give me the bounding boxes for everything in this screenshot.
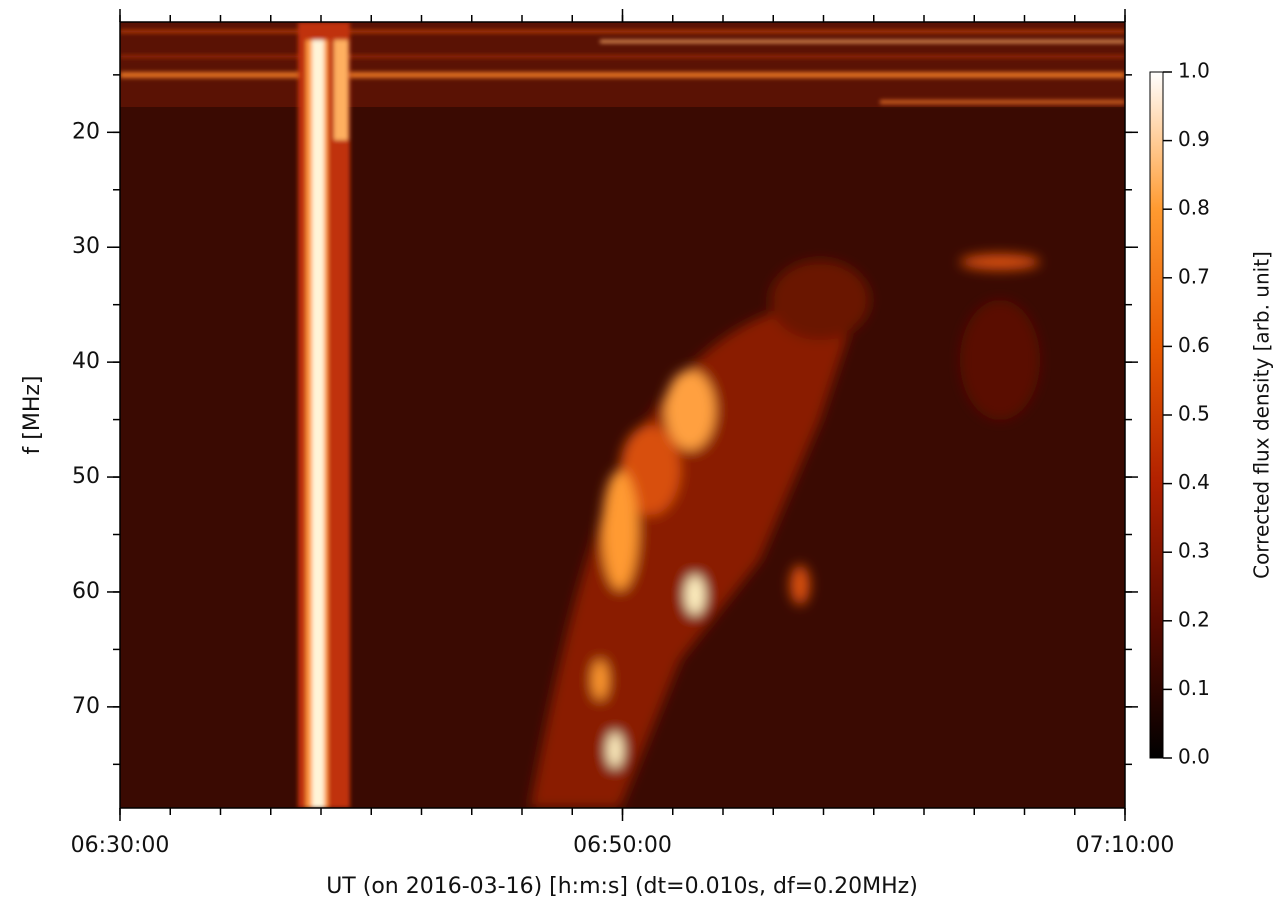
y-tick-label: 70 (72, 694, 100, 719)
y-tick-label: 30 (72, 234, 100, 259)
y-tick-label: 40 (72, 349, 100, 374)
colorbar-tick-label: 1.0 (1178, 59, 1210, 83)
x-tick-label: 06:30:00 (71, 833, 170, 858)
y-tick-label: 50 (72, 464, 100, 489)
spectrogram-image (120, 22, 1125, 808)
colorbar-tick-label: 0.0 (1178, 745, 1210, 769)
colorbar-tick-label: 0.1 (1178, 676, 1210, 700)
colorbar-tick-label: 0.9 (1178, 127, 1210, 151)
colorbar-tick-label: 0.8 (1178, 196, 1210, 220)
colorbar-label: Corrected flux density [arb. unit] (1250, 251, 1274, 579)
colorbar-tick-label: 0.3 (1178, 539, 1210, 563)
x-tick-label: 06:50:00 (573, 833, 672, 858)
colorbar-tick-label: 0.4 (1178, 470, 1210, 494)
y-tick-label: 60 (72, 579, 100, 604)
y-axis-label: f [MHz] (20, 376, 45, 455)
x-axis-label: UT (on 2016-03-16) [h:m:s] (dt=0.010s, d… (326, 874, 918, 899)
y-tick-label: 20 (72, 119, 100, 144)
colorbar (1149, 71, 1164, 759)
colorbar-tick-label: 0.2 (1178, 607, 1210, 631)
colorbar-tick-label: 0.7 (1178, 264, 1210, 288)
colorbar-tick-label: 0.5 (1178, 402, 1210, 426)
x-tick-label: 07:10:00 (1076, 833, 1175, 858)
colorbar-tick-label: 0.6 (1178, 333, 1210, 357)
